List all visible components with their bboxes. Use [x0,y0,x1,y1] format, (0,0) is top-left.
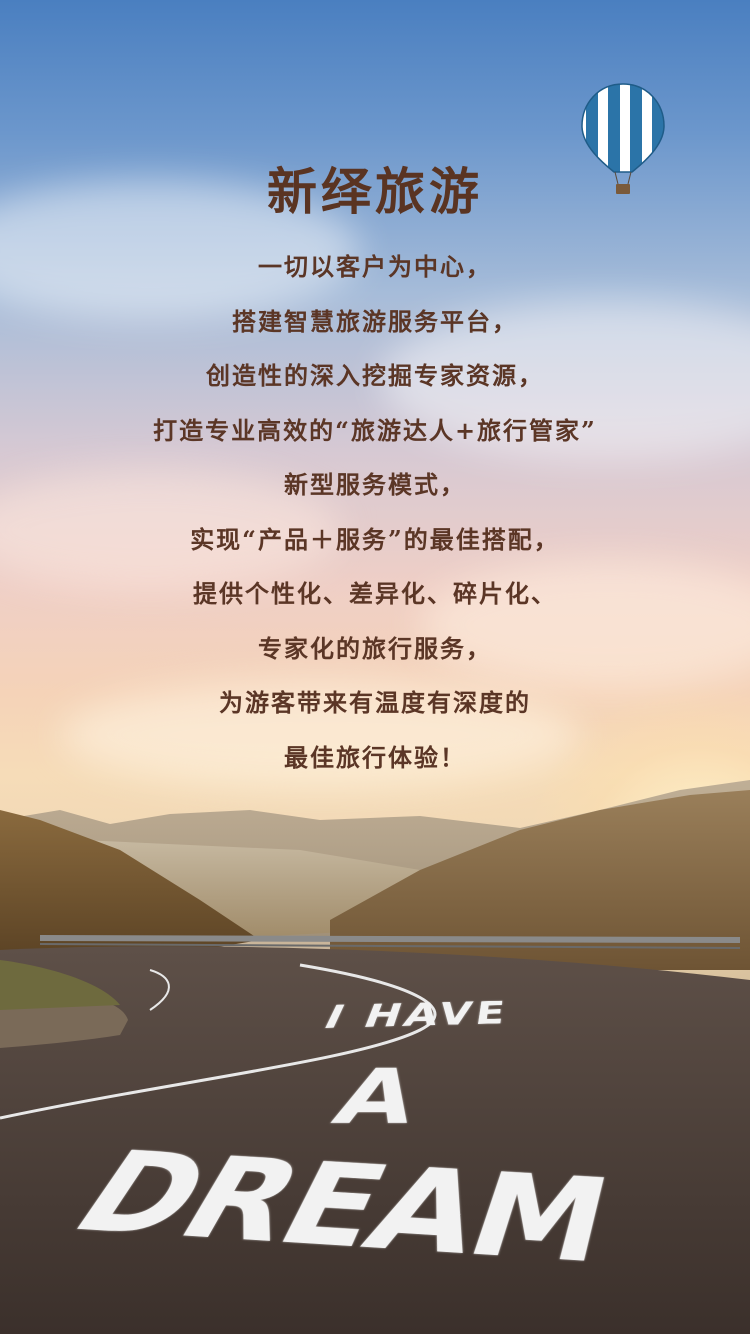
slogan-line: 一切以客户为中心， [0,240,750,295]
slogan-line: 最佳旅行体验！ [0,731,750,786]
slogan-line: 提供个性化、差异化、碎片化、 [0,567,750,622]
slogan-line: 专家化的旅行服务， [0,622,750,677]
slogan-line: 实现“产品＋服务”的最佳搭配， [0,513,750,568]
slogan-line: 创造性的深入挖掘专家资源， [0,349,750,404]
slogan-line: 新型服务模式， [0,458,750,513]
slogan-text: 一切以客户为中心， 搭建智慧旅游服务平台， 创造性的深入挖掘专家资源， 打造专业… [0,240,750,785]
slogan-line: 打造专业高效的“旅游达人+旅行管家” [0,404,750,459]
slogan-line: 搭建智慧旅游服务平台， [0,295,750,350]
page-title: 新绎旅游 [0,152,750,224]
road-text-i-have: I HAVE [317,995,510,1036]
slogan-line: 为游客带来有温度有深度的 [0,676,750,731]
